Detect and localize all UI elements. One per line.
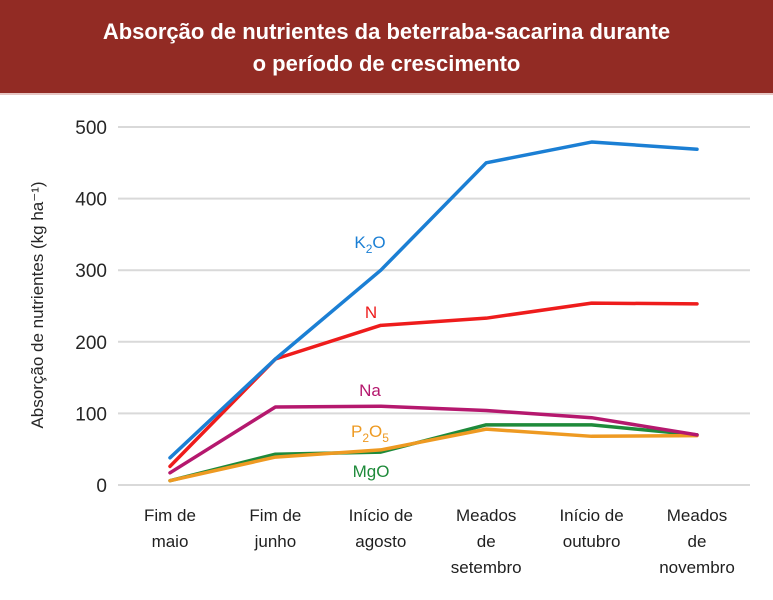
- series-label-k2o: K2O: [354, 233, 385, 256]
- x-tick-label: Início de agosto: [349, 506, 413, 551]
- series-line-mgo: [168, 423, 699, 483]
- y-axis-ticks: 0 100 200 300 400 500: [75, 118, 107, 497]
- gridlines: [118, 126, 750, 486]
- series-label-na: Na: [359, 381, 381, 400]
- series-label-main: Na: [359, 381, 381, 400]
- x-tick-label-line: maio: [152, 532, 189, 551]
- chart-title: Absorção de nutrientes da beterraba-saca…: [0, 16, 773, 80]
- y-tick-label: 0: [96, 476, 107, 497]
- chart-title-line-2: o período de crescimento: [252, 51, 521, 76]
- x-axis-ticks: Fim de maio Fim de junho Início de agosto Mead…: [144, 506, 735, 577]
- x-tick-label: Meados de setembro: [451, 506, 522, 577]
- x-tick-label-line: de: [477, 532, 496, 551]
- series-label-tail: O: [372, 233, 385, 252]
- x-tick-label-line: Início de: [349, 506, 413, 525]
- series-label-mgo: MgO: [353, 462, 390, 481]
- series-label-subscript-2: 5: [382, 431, 389, 445]
- x-tick-label-line: Fim de: [249, 506, 301, 525]
- series-label-main: P: [351, 422, 362, 441]
- x-tick-label: Início de outubro: [559, 506, 623, 551]
- series-label-tail: O: [369, 422, 382, 441]
- series-label-main: MgO: [353, 462, 390, 481]
- series-label-n: N: [365, 303, 377, 322]
- x-tick-label: Fim de maio: [144, 506, 196, 551]
- x-tick-label-line: junho: [254, 532, 297, 551]
- x-tick-label-line: de: [688, 532, 707, 551]
- x-tick-label-line: outubro: [563, 532, 621, 551]
- chart-title-line-1: Absorção de nutrientes da beterraba-saca…: [102, 19, 671, 44]
- series-line-k2o: [168, 140, 699, 460]
- x-tick-label: Meados de novembro: [659, 506, 735, 577]
- y-axis-title: Absorção de nutrientes (kg ha⁻¹): [28, 181, 47, 428]
- x-tick-label-line: Fim de: [144, 506, 196, 525]
- series-label-p2o5: P2O5: [351, 422, 389, 445]
- y-tick-label: 300: [75, 261, 107, 282]
- y-tick-label: 200: [75, 333, 107, 354]
- x-tick-label-line: Início de: [559, 506, 623, 525]
- x-tick-label-line: setembro: [451, 558, 522, 577]
- y-tick-label: 400: [75, 190, 107, 211]
- x-tick-label-line: novembro: [659, 558, 735, 577]
- series-label-main: N: [365, 303, 377, 322]
- series-line-na: [168, 404, 699, 475]
- series-label-main: K: [354, 233, 366, 252]
- y-tick-label: 500: [75, 118, 107, 139]
- x-tick-label-line: Meados: [667, 506, 727, 525]
- y-tick-label: 100: [75, 404, 107, 425]
- series-lines: [168, 140, 699, 483]
- title-banner: Absorção de nutrientes da beterraba-saca…: [0, 0, 773, 95]
- series-line-p2o5: [168, 427, 699, 483]
- x-tick-label: Fim de junho: [249, 506, 301, 551]
- series-label-subscript: 2: [366, 242, 373, 256]
- series-label-subscript: 2: [362, 431, 369, 445]
- x-tick-label-line: agosto: [355, 532, 406, 551]
- x-tick-label-line: Meados: [456, 506, 516, 525]
